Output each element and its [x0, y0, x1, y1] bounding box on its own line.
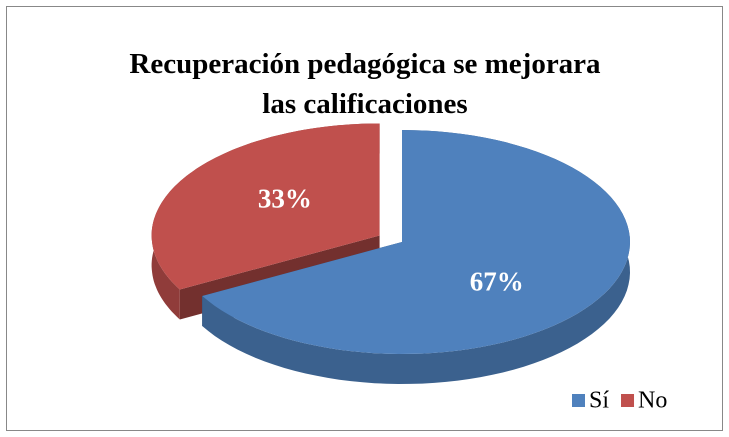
chart-title: Recuperación pedagógica se mejorara las … — [129, 48, 601, 120]
data-label: 33% — [258, 183, 312, 213]
legend-swatch — [621, 394, 635, 407]
legend-label: No — [638, 388, 667, 414]
legend-swatch — [572, 394, 585, 407]
slice — [202, 130, 630, 354]
legend-label: Sí — [589, 388, 609, 414]
data-label: 67% — [470, 267, 524, 297]
slice — [151, 123, 380, 290]
